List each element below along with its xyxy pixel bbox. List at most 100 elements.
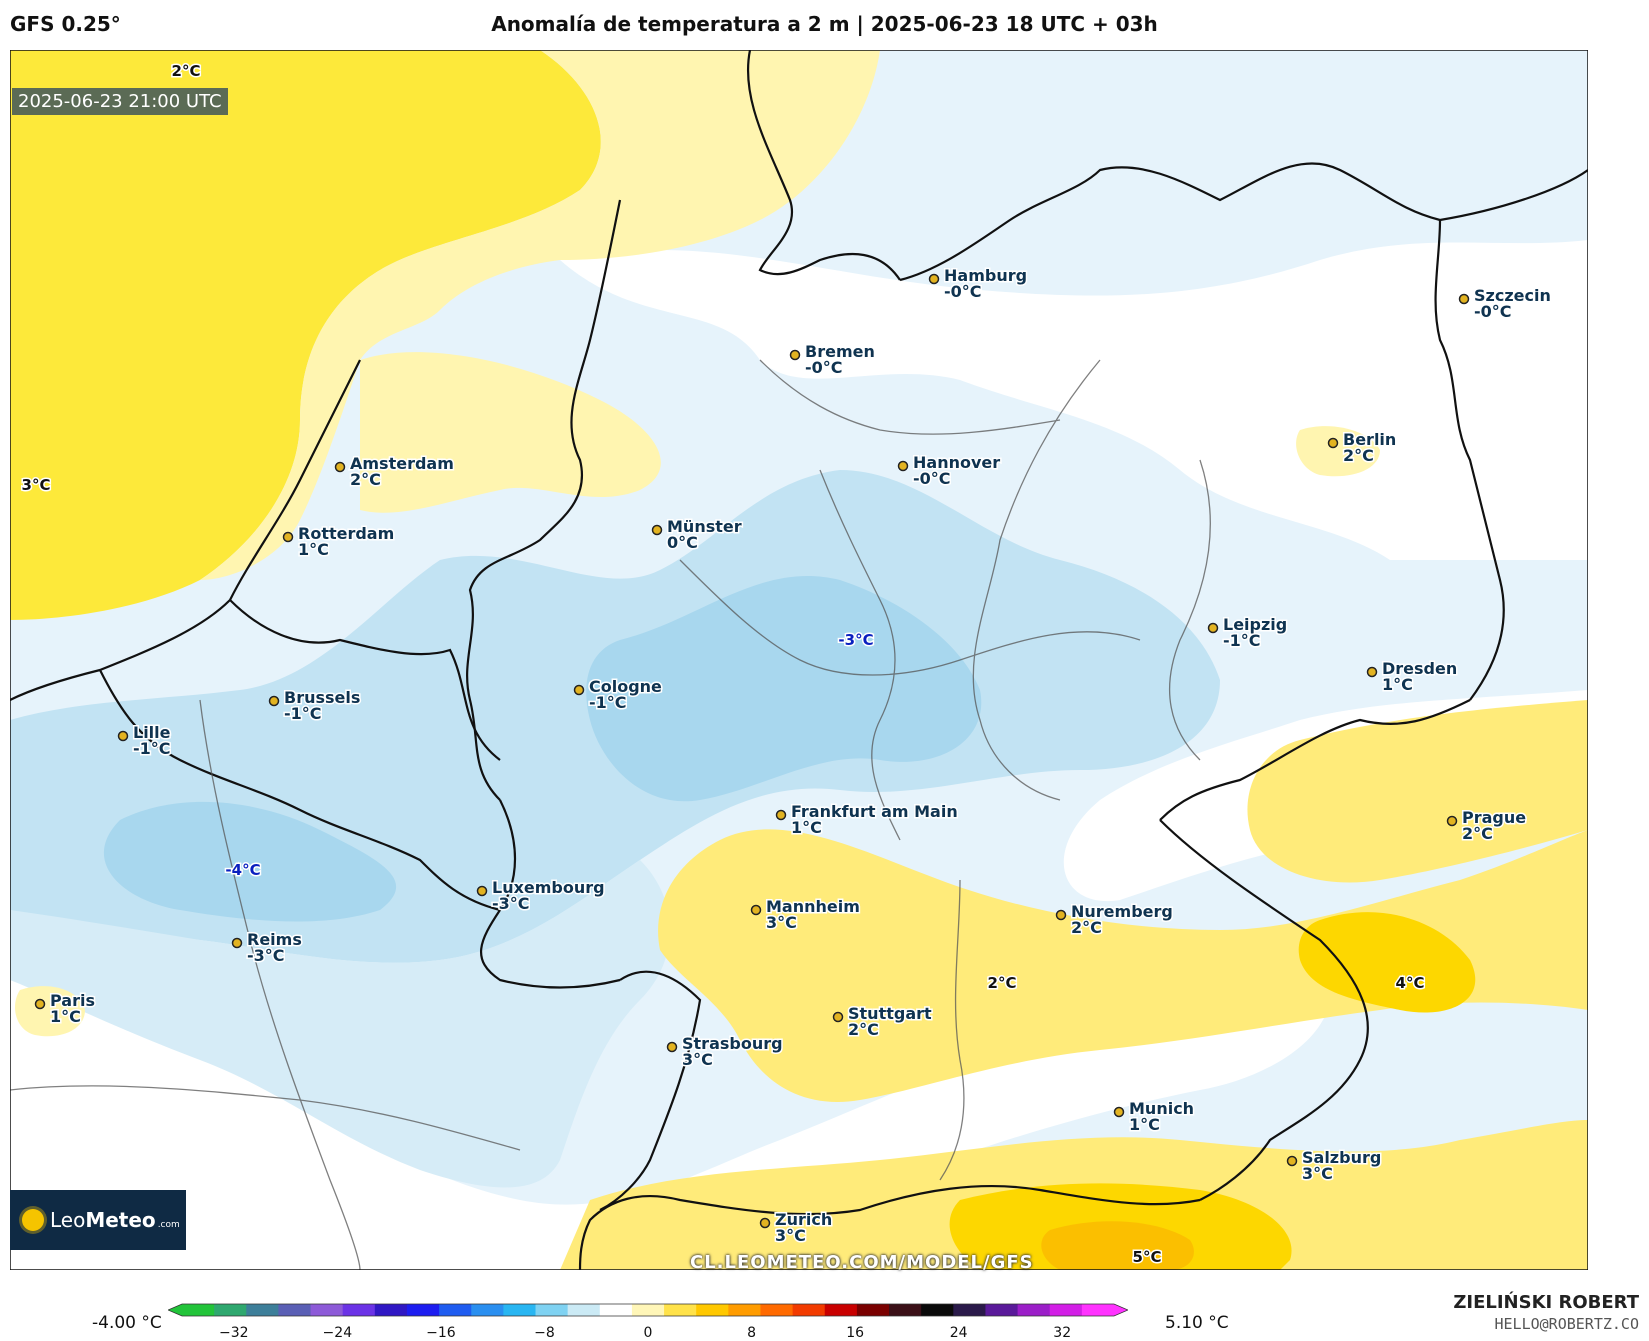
city-markers: Hamburg-0°C Szczecin-0°CBremen-0°CBerlin2… [34, 265, 1552, 1247]
city-dot [759, 1217, 771, 1229]
city-dot [268, 695, 280, 707]
colorbar-segment [889, 1304, 922, 1316]
city-szczecin: Szczecin-0°C [1458, 285, 1552, 323]
city-dot [1286, 1155, 1298, 1167]
city-value: -3°C [247, 946, 285, 965]
city-name: Rotterdam [298, 524, 394, 543]
sun-icon [22, 1209, 44, 1231]
colorbar-segment [503, 1304, 537, 1316]
city-name: Cologne [589, 677, 662, 696]
anomaly-fill-pale-yellow-northwest [200, 50, 880, 580]
colorbar-segment [985, 1304, 1019, 1316]
city-name: Münster [667, 517, 742, 536]
logo-brand-b: Meteo [85, 1208, 156, 1232]
colorbar-segment [856, 1304, 890, 1316]
city-value: -0°C [805, 358, 843, 377]
contour-label: 5°C [1133, 1248, 1162, 1266]
city-name: Brussels [284, 688, 360, 707]
city-name: Leipzig [1223, 615, 1287, 634]
colorbar-tick-label: 16 [846, 1325, 865, 1341]
city-name: Prague [1462, 808, 1526, 827]
region-borders [10, 359, 1212, 1270]
anomaly-fill-colder-west [103, 801, 397, 922]
colorbar-segment [664, 1304, 697, 1316]
city-name: Paris [50, 991, 95, 1010]
city-reims: Reims-3°C [231, 929, 303, 967]
city-dot [1458, 293, 1470, 305]
anomaly-fill-warm-northwest [10, 50, 601, 620]
colorbar-segment [824, 1304, 858, 1316]
colorbar-segment [535, 1304, 569, 1316]
city-leipzig: Leipzig-1°C [1207, 614, 1289, 652]
city-dot [1446, 815, 1458, 827]
city-value: 3°C [766, 913, 797, 932]
anomaly-fill-pale-yellow-netherlands [360, 352, 661, 513]
city-dot [334, 461, 346, 473]
map-title: Anomalía de temperatura a 2 m | 2025-06-… [491, 12, 1158, 36]
colorbar-tick-label: −32 [218, 1325, 249, 1341]
city-name: Frankfurt am Main [791, 802, 958, 821]
colorbar-segment [953, 1304, 986, 1316]
city-dot [476, 885, 488, 897]
city-name: Munich [1129, 1099, 1194, 1118]
colorbar-segment [760, 1304, 794, 1316]
city-value: 0°C [667, 533, 698, 552]
city-dot [1207, 622, 1219, 634]
colorbar-segment [921, 1304, 954, 1316]
contour-labels: 2°C 3°C -3°C -4°C 2°C 4°C 5°C [20, 61, 1426, 1268]
colorbar-tick-label: −16 [426, 1325, 456, 1341]
city-name: Lille [133, 723, 171, 742]
city-name: Szczecin [1474, 286, 1551, 305]
anomaly-fill-warm-southeast [1247, 700, 1588, 883]
colorbar-segment [696, 1304, 729, 1316]
city-value: -1°C [284, 704, 322, 723]
colorbar-tick-label: 0 [643, 1325, 653, 1341]
colorbar-segment [599, 1304, 633, 1316]
anomaly-fill-white-south [10, 960, 1331, 1270]
anomaly-fill-warmest-alps [1041, 1221, 1194, 1270]
city-name: Salzburg [1302, 1148, 1381, 1167]
contour-label: 2°C [172, 62, 201, 80]
city-luxembourg: Luxembourg-3°C [476, 877, 606, 915]
colorbar-tick-label: 32 [1053, 1325, 1072, 1341]
city-name: Zurich [775, 1210, 832, 1229]
colorbar-segment [567, 1304, 601, 1316]
city-value: -1°C [589, 693, 627, 712]
colorbar-max-arrow [1114, 1304, 1128, 1316]
colorbar-segment [342, 1304, 376, 1316]
city-value: 1°C [1382, 675, 1413, 694]
author-credit: ZIELIŃSKI ROBERT [1453, 1292, 1639, 1313]
city-cologne: Cologne-1°C [573, 676, 664, 714]
colorbar-segment [1017, 1304, 1051, 1316]
city-name: Reims [247, 930, 302, 949]
city-name: Mannheim [766, 897, 860, 916]
colorbar-segment [214, 1304, 247, 1316]
city-name: Amsterdam [350, 454, 454, 473]
city-dot [897, 460, 909, 472]
leometeo-logo: Leo Meteo .com [10, 1190, 186, 1250]
city-value: 2°C [1343, 446, 1374, 465]
colorbar-min-arrow [168, 1304, 182, 1316]
colorbar-segment [792, 1304, 826, 1316]
city-dot [666, 1041, 678, 1053]
colorbar-tick-label: 24 [949, 1325, 968, 1341]
anomaly-fill-pale-yellow-paris [15, 986, 85, 1037]
city-dot [832, 1011, 844, 1023]
source-watermark: CL.LEOMETEO.COM/MODEL/GFS [690, 1252, 1034, 1273]
city-value: -3°C [492, 894, 530, 913]
colorbar-segment [182, 1304, 215, 1316]
city-dot [775, 809, 787, 821]
colorbar-segment [728, 1304, 761, 1316]
anomaly-fill-warmer-southeast [1298, 912, 1476, 1013]
contour-label: -3°C [838, 631, 873, 649]
